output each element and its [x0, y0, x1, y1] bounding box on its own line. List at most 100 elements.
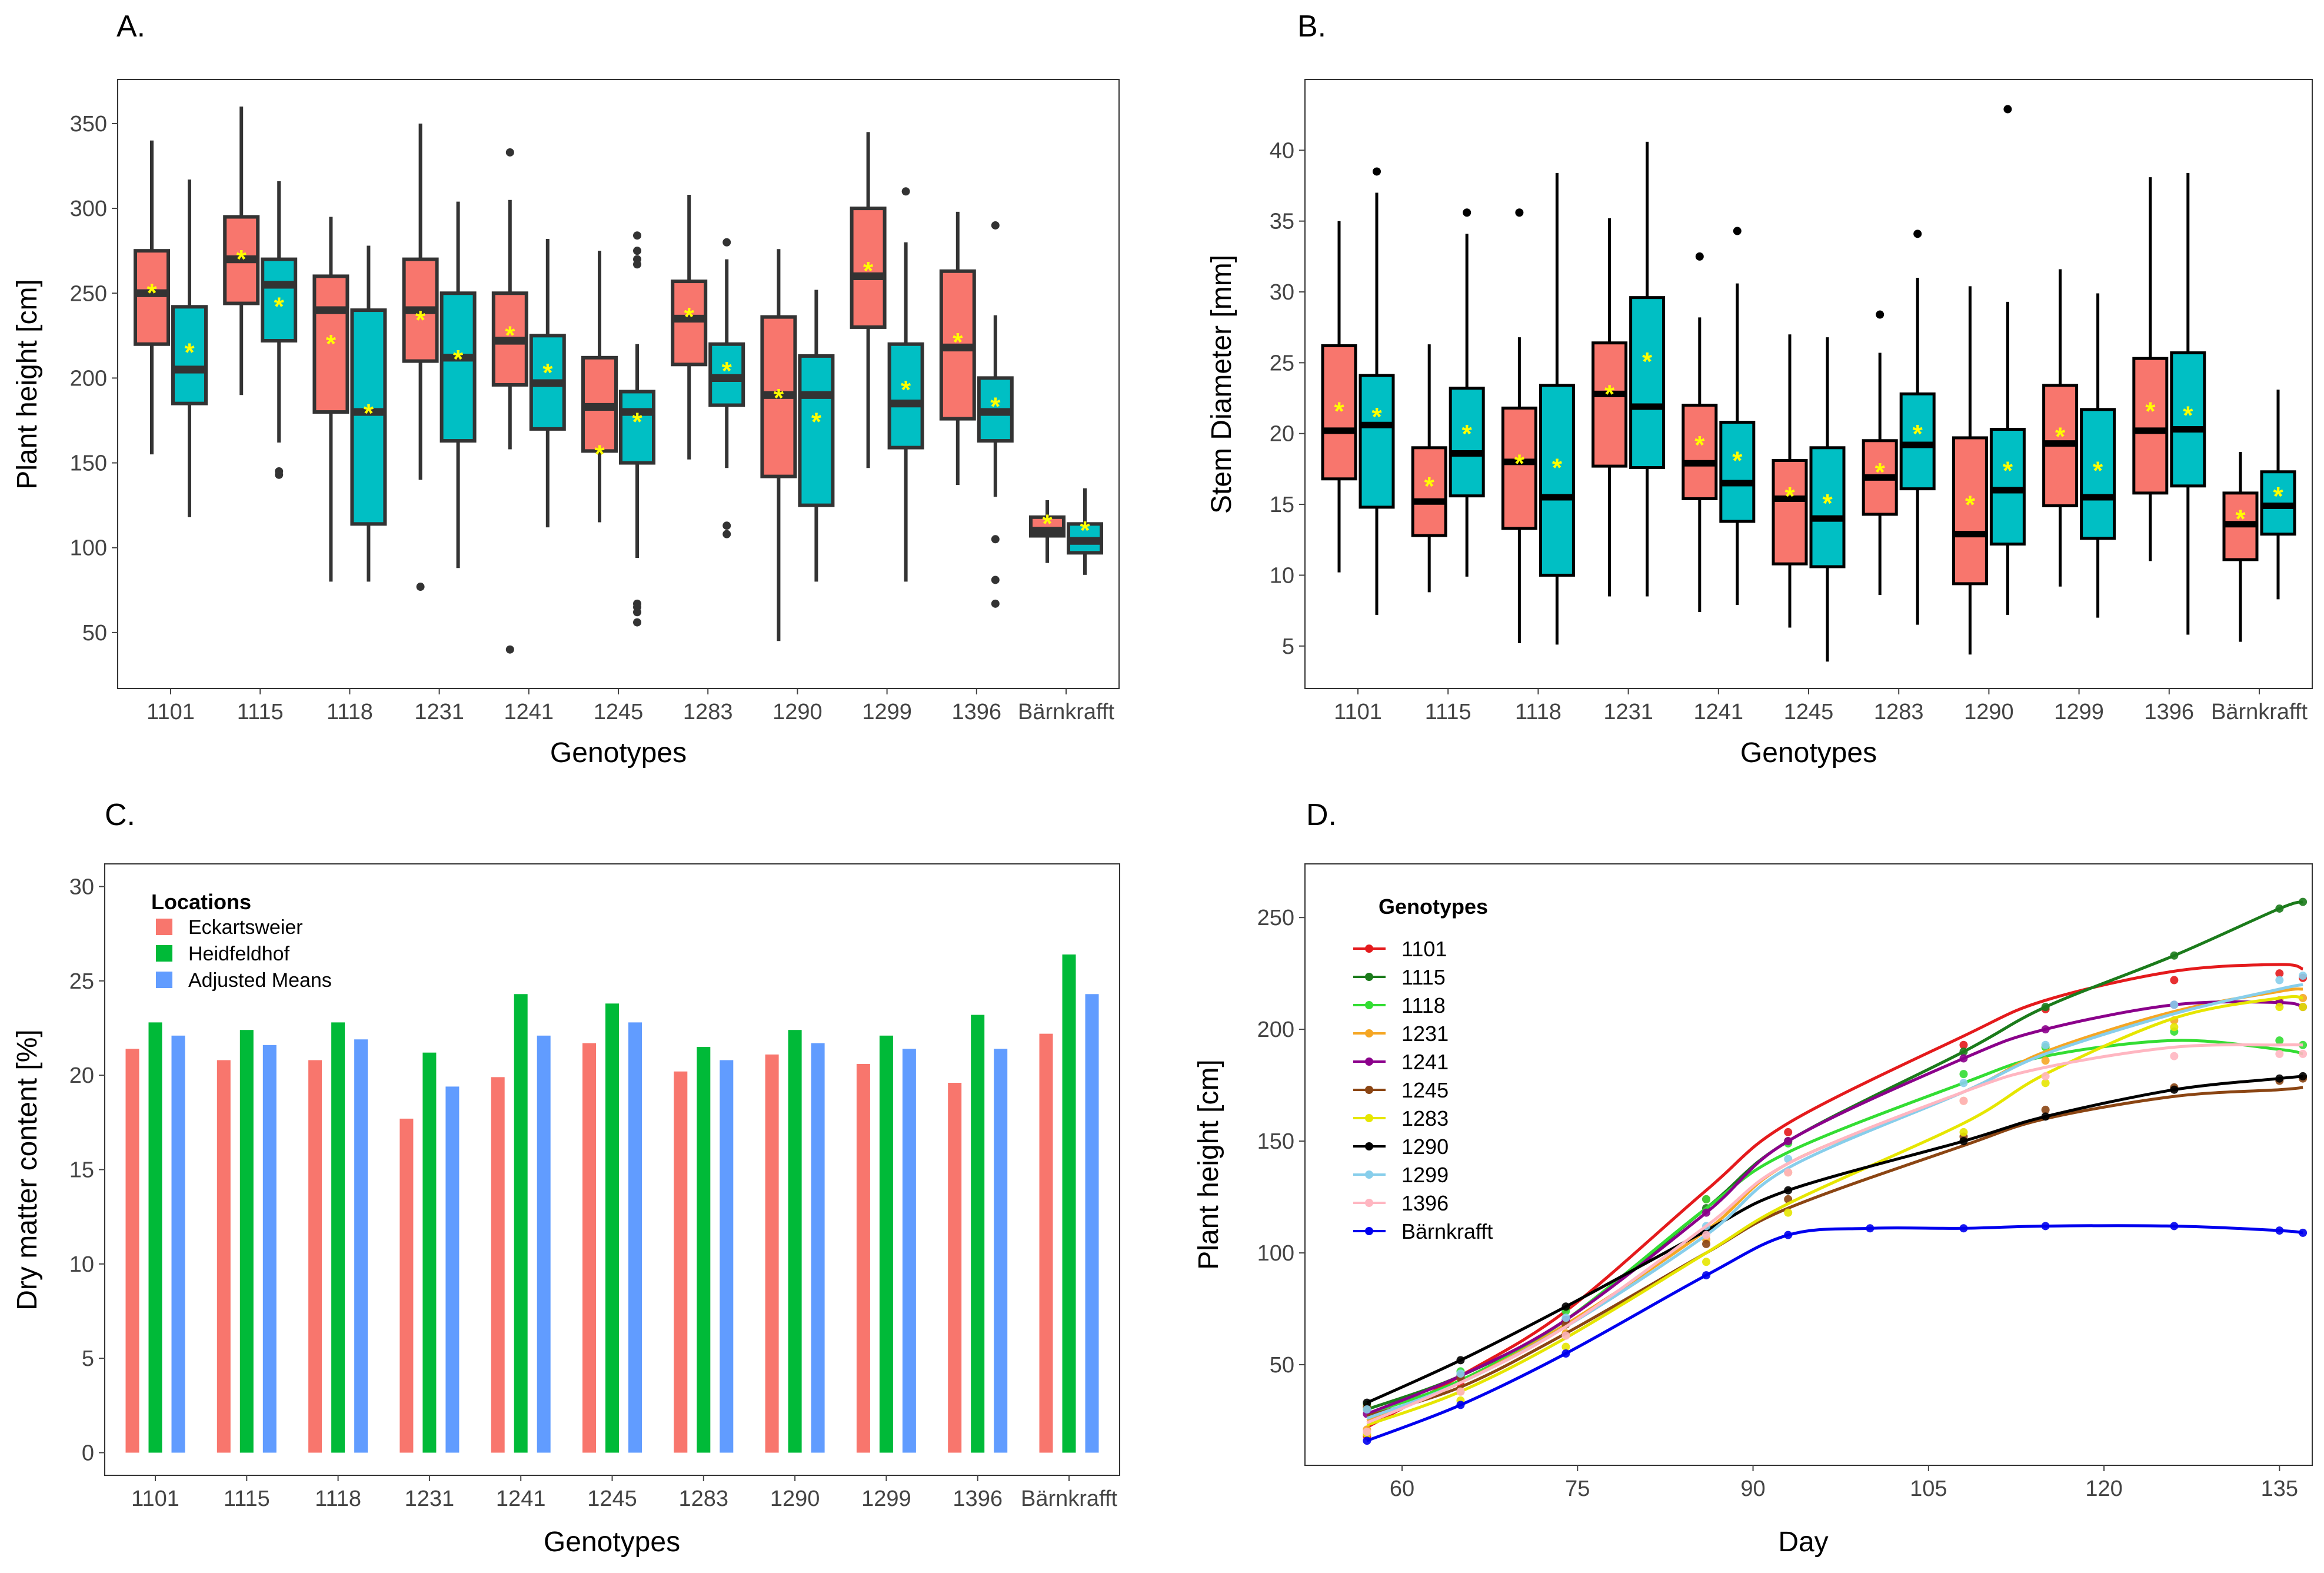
legend-label-1241: 1241 — [1401, 1050, 1449, 1074]
box-heidfeldhof-1241-outlier — [1733, 227, 1742, 235]
point-1101 — [2275, 969, 2284, 978]
panel-d-ylabel: Plant height [cm] — [1193, 1059, 1224, 1270]
box-heidfeldhof-1245-mean-star: * — [1822, 489, 1833, 518]
y-tick-label: 150 — [1257, 1129, 1294, 1154]
box-heidfeldhof-1396-mean-star: * — [990, 393, 1001, 421]
box-eckartsweier-1101 — [1321, 344, 1357, 481]
bar-eckartsweier-1101 — [125, 1049, 139, 1453]
bar-heidfeldhof-1299 — [879, 1035, 893, 1453]
bar-adjusted-means-1299 — [902, 1049, 916, 1453]
box-eckartsweier-1241-outlier — [505, 148, 514, 157]
y-tick-label: 30 — [1270, 280, 1294, 305]
bar-heidfeldhof-1231 — [422, 1052, 437, 1453]
box-heidfeldhof-1231-mean-star: * — [453, 345, 464, 374]
box-heidfeldhof-1101 — [171, 305, 208, 405]
box-heidfeldhof-1245 — [619, 390, 655, 465]
x-tick-label: 1299 — [2054, 700, 2104, 724]
panel-a-ylabel: Plant height [cm] — [12, 279, 43, 490]
panel-d-legend: Genotypes 1101 1115 1118 1231 1241 1245 1283 12… — [1353, 894, 1493, 1243]
legend-label-1115: 1115 — [1401, 965, 1446, 989]
bar-adjusted-means-1118 — [354, 1039, 368, 1453]
x-tick-label: 1118 — [327, 700, 373, 724]
box-heidfeldhof-1115 — [1449, 387, 1485, 498]
point-1283 — [2275, 1003, 2284, 1012]
bar-adjusted-means-1231 — [445, 1086, 460, 1453]
box-heidfeldhof-1245-outlier — [633, 260, 641, 269]
point-1118 — [1959, 1070, 1968, 1079]
legend-key-adjusted-means — [156, 972, 172, 988]
panel-b-xlabel: Genotypes — [1740, 737, 1877, 769]
x-tick-label: 1290 — [770, 1486, 820, 1511]
legend-dot-1299 — [1365, 1170, 1373, 1179]
box-heidfeldhof-1118 — [1539, 384, 1575, 577]
box-heidfeldhof-1241-mean-star: * — [1732, 447, 1743, 475]
box-eckartsweier-1118-mean-star: * — [326, 330, 337, 358]
box-heidfeldhof-1245-outlier — [633, 618, 641, 627]
box-heidfeldhof-1231 — [1629, 296, 1666, 470]
line-1245 — [1366, 1086, 2303, 1418]
box-eckartsweier-1115-mean-star: * — [1424, 472, 1435, 501]
box-eckartsweier-1101 — [134, 249, 170, 346]
panel-d-label: D. — [1306, 798, 1337, 832]
legend-label-eckartsweier: Eckartsweier — [188, 916, 303, 939]
box-heidfeldhof-1118-mean-star: * — [364, 399, 374, 428]
x-tick-label: 1101 — [131, 1486, 179, 1511]
x-tick-label: Bärnkrafft — [2211, 700, 2308, 724]
point-1283 — [2170, 1023, 2179, 1032]
bar-heidfeldhof-1241 — [514, 994, 528, 1453]
point-1283 — [1784, 1208, 1793, 1217]
y-tick-label: 50 — [1270, 1353, 1294, 1378]
box-heidfeldhof-1101-mean-star: * — [184, 338, 195, 367]
bar-eckartsweier-1231 — [399, 1118, 414, 1453]
box-heidfeldhof-1290-outlier — [2003, 105, 2012, 114]
box-eckartsweier-1245-mean-star: * — [594, 440, 605, 468]
box-eckartsweier-1101-mean-star: * — [147, 278, 157, 307]
point-1245 — [2041, 1105, 2050, 1114]
box-eckartsweier-1115 — [1411, 446, 1447, 537]
box-heidfeldhof-1231-mean-star: * — [1642, 347, 1653, 376]
panel-d-legend-title: Genotypes — [1379, 894, 1488, 919]
bar-adjusted-means-1396 — [994, 1049, 1008, 1453]
box-heidfeldhof-1101-mean-star: * — [1371, 403, 1382, 431]
bar-adjusted-means-1290 — [811, 1043, 825, 1453]
point-1396 — [2275, 1049, 2284, 1058]
legend-key-heidfeldhof — [156, 945, 172, 962]
legend-label-1396: 1396 — [1401, 1191, 1449, 1215]
bar-adjusted-means-b-rnkrafft — [1085, 994, 1099, 1453]
point-1245 — [1702, 1239, 1711, 1248]
box-heidfeldhof-1115-mean-star: * — [274, 292, 285, 321]
y-tick-label: 0 — [82, 1441, 94, 1466]
box-eckartsweier-1118-outlier — [1515, 208, 1524, 217]
line-1115 — [1366, 900, 2303, 1411]
y-tick-label: 250 — [70, 281, 107, 306]
y-tick-label: 200 — [70, 366, 107, 391]
point-1283 — [1959, 1128, 1968, 1136]
point-1101 — [2170, 976, 2179, 985]
panel-c-xlabel: Genotypes — [544, 1527, 680, 1558]
box-heidfeldhof-1115-mean-star: * — [1462, 420, 1473, 448]
legend-label-heidfeldhof: Heidfeldhof — [188, 943, 290, 965]
bar-adjusted-means-1245 — [628, 1022, 642, 1453]
box-eckartsweier-1283-mean-star: * — [684, 302, 695, 331]
x-tick-label: 1101 — [147, 700, 195, 724]
point-1299 — [1561, 1313, 1570, 1322]
y-tick-label: 5 — [1282, 634, 1294, 659]
box-eckartsweier-1118-mean-star: * — [1514, 449, 1525, 478]
panel-d: D. 50 100 150 200 250 60 75 90 105 120 135 Day Pla… — [1193, 798, 2313, 1558]
y-tick-label: 35 — [1270, 209, 1294, 234]
x-tick-label: 1231 — [405, 1486, 455, 1511]
bar-heidfeldhof-1396 — [971, 1015, 985, 1453]
legend-dot-1101 — [1365, 945, 1373, 953]
panel-b-plot: 5 10 15 20 25 30 35 40 1101 * * 1115 * * 1118 * * 1231 * * 1… — [1270, 105, 2308, 724]
box-heidfeldhof-1101 — [1359, 374, 1395, 509]
bar-eckartsweier-b-rnkrafft — [1039, 1033, 1053, 1453]
line-1241 — [1366, 1000, 2303, 1415]
panel-d-xlabel: Day — [1778, 1527, 1828, 1558]
y-tick-label: 10 — [69, 1252, 94, 1277]
bar-eckartsweier-1283 — [674, 1071, 688, 1453]
legend-label-1283: 1283 — [1401, 1106, 1449, 1130]
line-b-rnkrafft — [1366, 1224, 2303, 1442]
x-tick-label: 1231 — [414, 700, 464, 724]
x-tick-label: 1241 — [1694, 700, 1744, 724]
